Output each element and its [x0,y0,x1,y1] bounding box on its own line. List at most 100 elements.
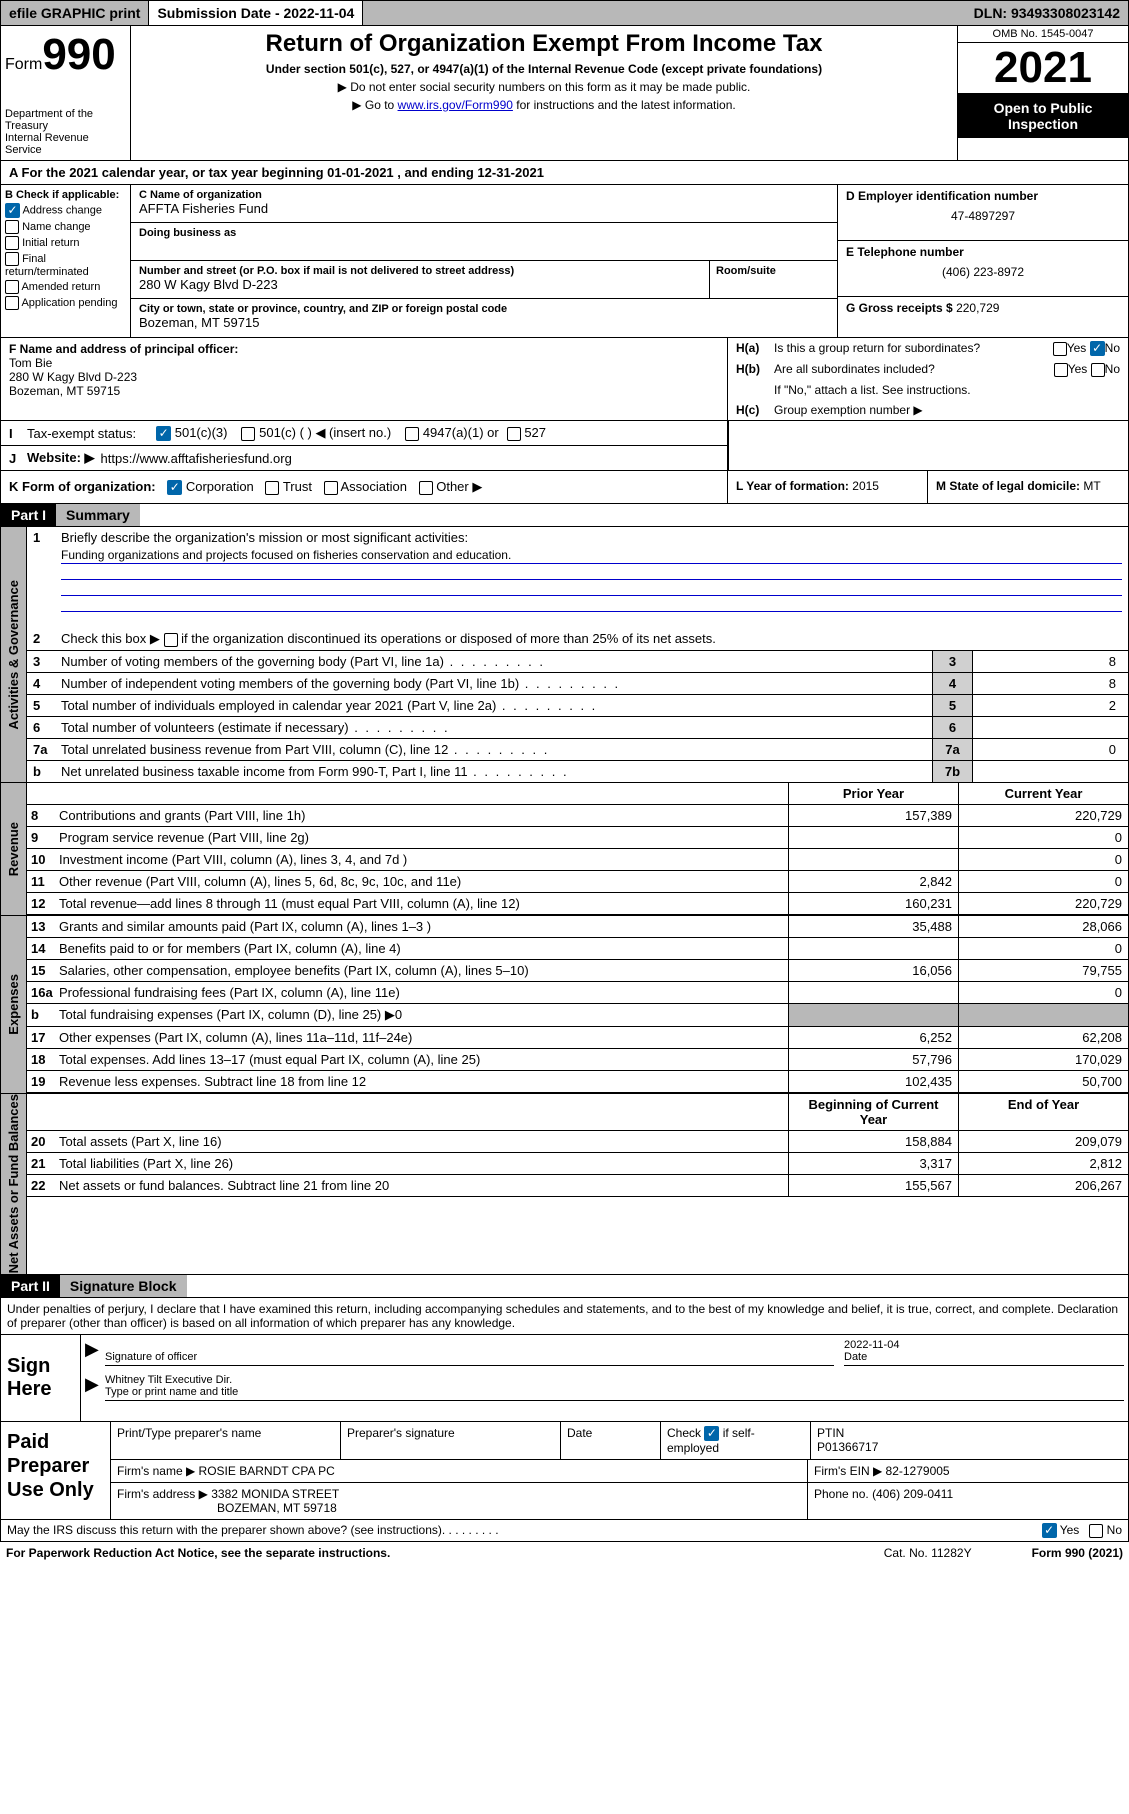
discuss-yesno[interactable]: ✓ Yes No [1042,1523,1122,1538]
check-4947[interactable]: 4947(a)(1) or [405,425,499,441]
part2-title: Signature Block [60,1275,187,1297]
check-name-change[interactable]: Name change [5,220,126,234]
hb-yesno[interactable]: Yes No [1054,362,1120,377]
firm-ein: 82-1279005 [886,1464,950,1478]
officer-addr2: Bozeman, MT 59715 [9,384,719,398]
note-ssn: ▶ Do not enter social security numbers o… [139,80,949,94]
summary-line-5: 5Total number of individuals employed in… [27,694,1128,716]
f-label: F Name and address of principal officer: [9,342,719,356]
submission-date: Submission Date - 2022-11-04 [149,1,363,25]
paperwork-footer: For Paperwork Reduction Act Notice, see … [0,1542,1129,1564]
tax-year: 2021 [958,43,1128,94]
part1-header-row: Part ISummary [0,504,1129,527]
public-inspection: Open to Public Inspection [958,94,1128,138]
year-formation: 2015 [852,479,879,493]
check-address-change[interactable]: ✓ Address change [5,203,126,218]
fin-line-9: 9Program service revenue (Part VIII, lin… [27,827,1128,849]
c-name-label: C Name of organization [139,189,829,201]
tax-year-line: A For the 2021 calendar year, or tax yea… [1,161,1128,185]
self-employed-check[interactable]: ✓ [704,1426,719,1441]
sig-date: 2022-11-04Date [844,1339,1124,1366]
sig-arrow-icon-2: ▶ [85,1374,105,1401]
fin-line-14: 14Benefits paid to or for members (Part … [27,938,1128,960]
firm-addr2: BOZEMAN, MT 59718 [217,1501,337,1515]
declaration: Under penalties of perjury, I declare th… [1,1298,1128,1334]
vtab-netassets: Net Assets or Fund Balances [6,1094,21,1273]
part1-title: Summary [56,504,140,526]
note-link: ▶ Go to www.irs.gov/Form990 for instruct… [139,98,949,112]
efile-label[interactable]: efile GRAPHIC print [1,1,149,25]
part2-header-row: Part IISignature Block [0,1275,1129,1298]
check-other[interactable]: Other ▶ [419,479,483,494]
part2-label: Part II [1,1275,60,1297]
city-label: City or town, state or province, country… [139,303,829,315]
form-number-box: Form990 [5,30,126,80]
cat-number: Cat. No. 11282Y [884,1546,972,1560]
check-assoc[interactable]: Association [324,479,407,494]
sig-arrow-icon: ▶ [85,1339,105,1366]
ha-yesno[interactable]: Yes ✓No [1053,341,1120,356]
summary-line-b: bNet unrelated business taxable income f… [27,760,1128,782]
fin-line-11: 11Other revenue (Part VIII, column (A), … [27,871,1128,893]
check-application-pending[interactable]: Application pending [5,296,126,310]
expenses-block: Expenses 13Grants and similar amounts pa… [0,916,1129,1094]
check-501c[interactable]: 501(c) ( ) ◀ (insert no.) [241,425,391,441]
fin-line-13: 13Grants and similar amounts paid (Part … [27,916,1128,938]
state-domicile: MT [1083,479,1100,493]
vtab-expenses: Expenses [6,974,21,1035]
fin-line-12: 12Total revenue—add lines 8 through 11 (… [27,893,1128,915]
summary-line-4: 4Number of independent voting members of… [27,672,1128,694]
check-corp[interactable]: ✓ Corporation [167,479,254,494]
addr-label: Number and street (or P.O. box if mail i… [139,265,709,277]
irs-link[interactable]: www.irs.gov/Form990 [398,98,513,112]
entity-section: A For the 2021 calendar year, or tax yea… [0,161,1129,338]
check-final-return[interactable]: Final return/terminated [5,252,126,278]
prep-date-label: Date [561,1422,661,1460]
dba-label: Doing business as [139,227,829,239]
netassets-block: Net Assets or Fund Balances Beginning of… [0,1094,1129,1274]
fin-line-b: bTotal fundraising expenses (Part IX, co… [27,1004,1128,1027]
form-990-label: Form 990 (2021) [1032,1546,1123,1560]
phone-label: E Telephone number [846,245,1120,259]
officer-addr1: 280 W Kagy Blvd D-223 [9,370,719,384]
governance-block: Activities & Governance 1Briefly describ… [0,527,1129,783]
check-527[interactable]: 527 [507,425,546,441]
summary-line-7a: 7aTotal unrelated business revenue from … [27,738,1128,760]
b-label: B Check if applicable: [5,189,126,201]
discuss-row: May the IRS discuss this return with the… [0,1520,1129,1542]
dept-treasury: Department of the Treasury [5,108,126,132]
line2-checkbox[interactable] [164,633,178,647]
col-b-checkboxes: B Check if applicable: ✓ Address change … [1,185,131,337]
check-trust[interactable]: Trust [265,479,312,494]
vtab-revenue: Revenue [6,822,21,876]
part1-label: Part I [1,504,56,526]
mission-text: Funding organizations and projects focus… [61,548,1122,564]
check-501c3[interactable]: ✓ 501(c)(3) [156,425,227,441]
website[interactable]: https://www.afftafisheriesfund.org [101,451,292,466]
end-year-header: End of Year [958,1094,1128,1130]
irs-label: Internal Revenue Service [5,132,126,156]
fin-line-17: 17Other expenses (Part IX, column (A), l… [27,1027,1128,1049]
city-state-zip: Bozeman, MT 59715 [139,315,829,330]
officer-name-title: Whitney Tilt Executive Dir.Type or print… [105,1374,1124,1401]
form-header: Form990 Department of the Treasury Inter… [0,26,1129,161]
fin-line-21: 21Total liabilities (Part X, line 26)3,3… [27,1153,1128,1175]
row-f-h: F Name and address of principal officer:… [0,338,1129,421]
check-initial-return[interactable]: Initial return [5,236,126,250]
fin-line-18: 18Total expenses. Add lines 13–17 (must … [27,1049,1128,1071]
officer-name: Tom Bie [9,356,719,370]
officer-signature[interactable]: Signature of officer [105,1339,834,1366]
firm-addr1: 3382 MONIDA STREET [211,1487,339,1501]
beginning-year-header: Beginning of Current Year [788,1094,958,1130]
form-subtitle: Under section 501(c), 527, or 4947(a)(1)… [139,62,949,76]
current-year-header: Current Year [958,783,1128,804]
fin-line-15: 15Salaries, other compensation, employee… [27,960,1128,982]
summary-line-3: 3Number of voting members of the governi… [27,650,1128,672]
fin-line-22: 22Net assets or fund balances. Subtract … [27,1175,1128,1197]
signature-section: Under penalties of perjury, I declare th… [0,1298,1129,1520]
summary-line-6: 6Total number of volunteers (estimate if… [27,716,1128,738]
top-bar: efile GRAPHIC print Submission Date - 20… [0,0,1129,26]
check-amended[interactable]: Amended return [5,280,126,294]
vtab-governance: Activities & Governance [6,580,21,730]
omb-number: OMB No. 1545-0047 [958,26,1128,43]
